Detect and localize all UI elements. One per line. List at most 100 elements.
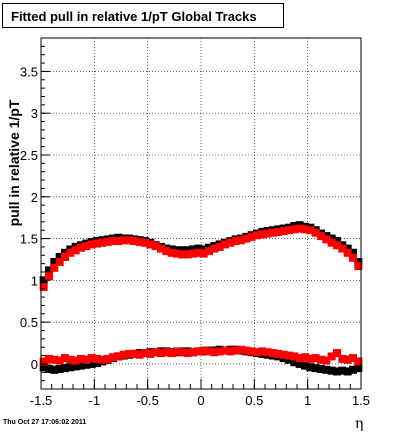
x-tick-label: 0 [197, 393, 204, 408]
data-point [66, 363, 75, 372]
data-point [322, 356, 331, 365]
data-point [354, 364, 363, 373]
data-point [178, 246, 187, 255]
data-point [55, 252, 64, 261]
data-point [274, 227, 283, 236]
data-point [61, 364, 69, 373]
data-point [125, 349, 133, 358]
data-point [237, 345, 245, 354]
data-point [87, 359, 96, 368]
y-tick-label: 0 [31, 357, 38, 372]
data-point [173, 347, 181, 356]
data-markers [39, 221, 363, 376]
data-point [114, 237, 123, 246]
data-point [311, 364, 320, 373]
data-point [338, 354, 347, 363]
data-point [71, 356, 80, 365]
timestamp: Thu Oct 27 17:06:02 2011 [3, 419, 87, 426]
data-point [333, 367, 341, 376]
data-point [50, 365, 59, 374]
data-point [221, 240, 229, 249]
data-point [82, 242, 91, 251]
data-point [205, 247, 213, 256]
data-point [333, 349, 341, 358]
data-point [189, 348, 197, 357]
data-point [343, 355, 352, 364]
data-point [119, 350, 128, 359]
x-tick-label: -0.5 [136, 393, 158, 408]
data-point [349, 354, 357, 363]
data-point [242, 234, 251, 243]
data-point [285, 226, 293, 235]
data-point [215, 242, 224, 251]
data-point [247, 232, 256, 241]
data-point [71, 246, 80, 255]
data-point [226, 347, 235, 356]
data-point [317, 364, 325, 373]
data-point [210, 348, 219, 357]
data-point [263, 348, 272, 357]
y-tick-label: 1.5 [20, 232, 38, 247]
data-point [253, 231, 261, 240]
axis-ticks: -1.5 -1 -0.5 0 0.5 1 1.5 0 0.5 1 1.5 2 2.5 3 3.5 [20, 37, 370, 408]
data-point [311, 228, 320, 237]
data-point [39, 357, 48, 366]
data-point [295, 224, 304, 233]
data-point [93, 239, 101, 248]
data-point [247, 347, 256, 356]
data-point [109, 353, 117, 362]
data-point [199, 346, 208, 355]
data-point [87, 354, 96, 363]
data-point [333, 237, 341, 246]
data-point [301, 225, 309, 234]
data-point [114, 352, 123, 361]
data-point [343, 248, 352, 257]
data-point [343, 244, 352, 253]
data-point [178, 348, 187, 357]
data-point [311, 354, 320, 363]
data-point [61, 252, 69, 261]
data-point [151, 242, 160, 251]
data-point [354, 357, 363, 366]
data-point [130, 349, 139, 358]
x-tick-label: -1 [89, 393, 101, 408]
chart-title: Fitted pull in relative 1/pT Global Trac… [11, 9, 257, 24]
data-point [199, 249, 208, 258]
data-point [61, 354, 69, 363]
data-point [349, 248, 357, 257]
data-point [237, 236, 245, 245]
data-point [55, 356, 64, 365]
data-point [162, 348, 171, 357]
data-point [354, 262, 363, 271]
data-point [178, 250, 187, 259]
data-point [61, 248, 69, 257]
data-point [55, 364, 64, 373]
y-tick-label: 3 [31, 106, 38, 121]
data-point [279, 350, 288, 359]
data-point [82, 355, 91, 364]
data-point [306, 363, 315, 372]
data-point [322, 235, 331, 244]
data-point [338, 244, 347, 253]
chart-title-box: Fitted pull in relative 1/pT Global Trac… [2, 3, 284, 28]
data-point [50, 263, 59, 272]
data-point [125, 236, 133, 245]
data-point [50, 257, 59, 266]
data-point [253, 348, 261, 357]
data-point [189, 245, 197, 254]
data-point [93, 354, 101, 363]
data-point [221, 346, 229, 355]
y-axis-label: pull in relative 1/pT [6, 99, 22, 226]
data-point [343, 367, 352, 376]
data-point [306, 226, 315, 235]
data-point [306, 354, 315, 363]
data-point [183, 250, 192, 259]
data-point [210, 244, 219, 253]
x-tick-label: 1.5 [352, 393, 370, 408]
y-tick-label: 3.5 [20, 64, 38, 79]
data-point [258, 230, 267, 239]
data-point [194, 248, 203, 257]
data-point [327, 366, 336, 375]
data-point [301, 361, 309, 370]
data-point [87, 240, 96, 249]
